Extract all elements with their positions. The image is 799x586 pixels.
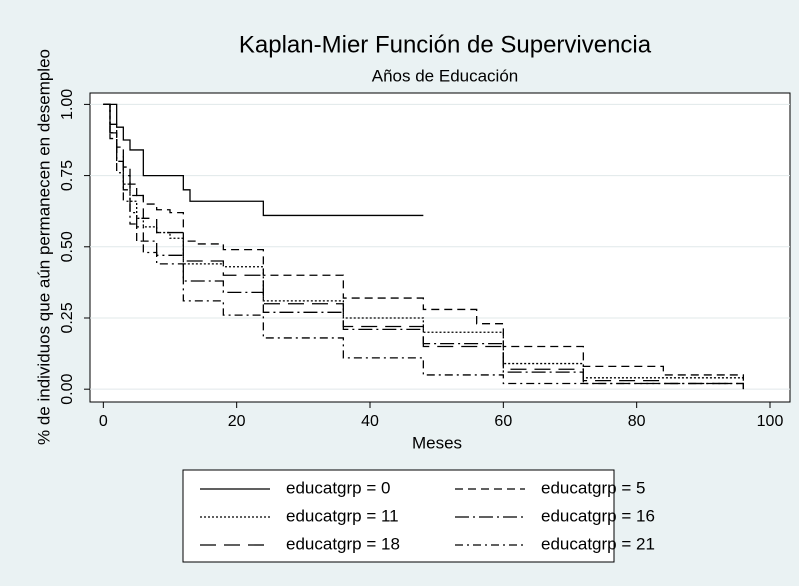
x-tick-label: 0: [99, 413, 108, 430]
survival-line: [103, 103, 424, 217]
chart-title: Kaplan-Mier Función de Supervivencia: [239, 31, 652, 58]
x-tick-label: 80: [628, 413, 646, 430]
legend-label: educatgrp = 0: [286, 478, 390, 497]
plot-area: [89, 92, 791, 403]
y-tick-label: 0.00: [59, 374, 76, 405]
y-tick-label: 0.50: [59, 231, 76, 262]
legend-label: educatgrp = 16: [541, 506, 655, 525]
legend-label: educatgrp = 18: [286, 534, 400, 553]
survival-line: [103, 103, 744, 385]
legend-label: educatgrp = 21: [541, 534, 655, 553]
legend-label: educatgrp = 11: [286, 506, 399, 525]
x-tick-label: 20: [228, 413, 246, 430]
y-tick-label: 0.25: [59, 302, 76, 333]
legend-label: educatgrp = 5: [541, 478, 645, 497]
chart-subtitle: Años de Educación: [372, 66, 519, 85]
legend: [182, 469, 615, 563]
y-tick-label: 1.00: [59, 89, 76, 120]
y-tick-label: 0.75: [59, 160, 76, 191]
y-axis-label: % de individuos que aún permanecen en de…: [34, 49, 53, 445]
x-tick-label: 60: [494, 413, 512, 430]
survival-line: [103, 103, 744, 390]
survival-line: [103, 103, 744, 381]
x-tick-label: 100: [757, 413, 784, 430]
x-tick-label: 40: [361, 413, 379, 430]
x-axis-label: Meses: [412, 433, 462, 452]
